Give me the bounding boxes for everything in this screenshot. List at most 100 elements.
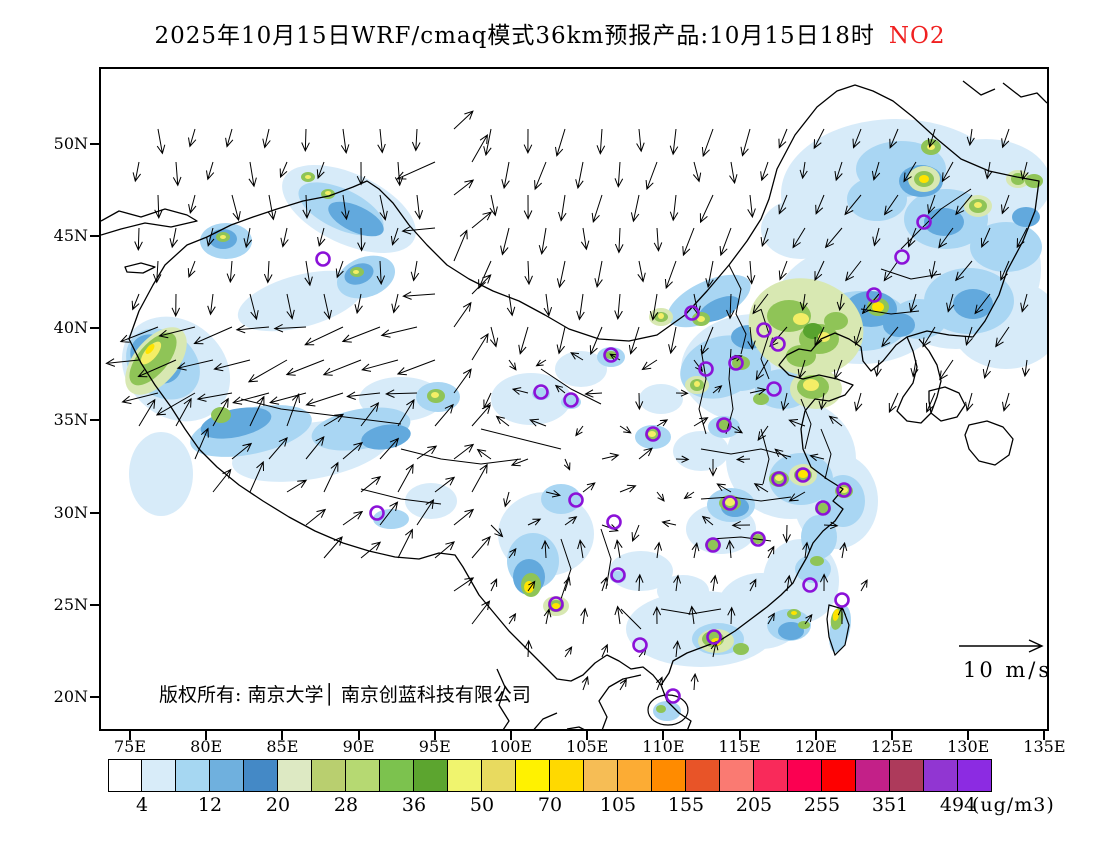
coastline <box>496 668 510 734</box>
concentration-contour <box>129 432 193 516</box>
colorbar-cell <box>210 759 244 792</box>
pollutant-label: NO2 <box>888 23 946 49</box>
city-marker <box>665 688 681 704</box>
concentration-contour <box>786 345 816 367</box>
province-border <box>760 308 770 380</box>
lat-tick-label: 25N <box>53 595 88 614</box>
concentration-contour <box>353 270 359 274</box>
province-border <box>820 428 832 480</box>
concentration-contour <box>725 498 735 506</box>
lon-tick-mark <box>1043 731 1046 740</box>
coastline <box>566 726 592 734</box>
city-marker <box>894 249 910 265</box>
lon-tick-mark <box>586 731 589 740</box>
colorbar-cell <box>176 759 210 792</box>
lat-tick-label: 20N <box>53 687 88 706</box>
concentration-contour <box>552 603 560 609</box>
lon-tick-label: 100E <box>489 737 533 756</box>
province-border <box>620 608 642 630</box>
city-marker <box>802 577 818 593</box>
province-border <box>860 308 920 315</box>
coastline <box>100 208 198 236</box>
lat-tick-mark <box>90 143 99 145</box>
city-marker <box>916 214 932 230</box>
lon-tick-label: 115E <box>718 737 761 756</box>
city-marker <box>770 336 786 352</box>
lon-tick-label: 80E <box>190 737 223 756</box>
lon-tick-mark <box>967 731 970 740</box>
province-border <box>600 528 612 590</box>
concentration-contour <box>325 191 331 195</box>
concentration-contour <box>328 201 384 237</box>
colorbar-cell <box>788 759 822 792</box>
lon-tick-mark <box>738 731 741 740</box>
colorbar-cell <box>720 759 754 792</box>
concentration-contour <box>798 621 810 629</box>
wind-reference-label: 10 m/s <box>963 658 1047 682</box>
lon-tick-label: 90E <box>342 737 375 756</box>
colorbar-cell <box>890 759 924 792</box>
lat-tick-mark <box>90 696 99 698</box>
colorbar-value-label: 155 <box>667 794 705 816</box>
concentration-contour <box>872 302 884 312</box>
city-marker <box>645 426 661 442</box>
concentration-contour <box>810 556 824 566</box>
lat-tick-mark <box>90 235 99 237</box>
lon-tick-label: 135E <box>1023 737 1066 756</box>
colorbar-cell <box>652 759 686 792</box>
city-marker <box>834 592 850 608</box>
colorbar-value-label: 105 <box>599 794 637 816</box>
concentration-contour <box>237 270 365 332</box>
wind-vectors <box>105 110 1030 691</box>
city-marker <box>722 495 738 511</box>
city-marker <box>771 471 787 487</box>
coastline <box>1002 82 1048 104</box>
colorbar-cell <box>346 759 380 792</box>
title-text: 2025年10月15日WRF/cmaq模式36km预报产品:10月15日18时 <box>154 23 875 49</box>
concentration-contour <box>140 341 162 365</box>
concentration-contour <box>924 208 964 236</box>
page-title: 2025年10月15日WRF/cmaq模式36km预报产品:10月15日18时 N… <box>0 16 1100 50</box>
lon-tick-mark <box>205 731 208 740</box>
city-marker <box>750 531 766 547</box>
colorbar-value-label: 36 <box>401 794 427 816</box>
lat-tick-label: 30N <box>53 503 88 522</box>
city-marker <box>866 287 882 303</box>
concentration-contour <box>609 551 673 591</box>
city-marker <box>705 537 721 553</box>
concentration-contour <box>801 515 837 559</box>
lon-tick-mark <box>281 731 284 740</box>
province-border <box>240 398 402 425</box>
colorbar-value-label: 50 <box>469 794 495 816</box>
concentration-contour <box>524 581 534 593</box>
lon-tick-label: 95E <box>418 737 451 756</box>
concentration-contour <box>778 622 804 640</box>
province-border <box>710 536 772 542</box>
city-marker <box>706 629 722 645</box>
city-marker <box>610 567 626 583</box>
lon-tick-label: 105E <box>566 737 609 756</box>
colorbar-cell <box>686 759 720 792</box>
concentration-contour <box>821 475 865 527</box>
lon-tick-mark <box>662 731 665 740</box>
concentration-contour <box>698 296 740 322</box>
lon-tick-label: 110E <box>642 737 685 756</box>
colorbar-value-label: 351 <box>871 794 909 816</box>
coastline <box>896 336 942 424</box>
city-marker <box>684 305 700 321</box>
coastline <box>128 84 1040 686</box>
lon-tick-mark <box>129 731 131 740</box>
city-marker <box>603 347 619 363</box>
city-marker <box>369 505 385 521</box>
lon-tick-label: 85E <box>266 737 299 756</box>
colorbar-value-label: 255 <box>803 794 841 816</box>
lat-tick-label: 50N <box>53 134 88 153</box>
colorbar-cell <box>924 759 958 792</box>
concentration-contour <box>639 384 683 414</box>
lat-tick-label: 40N <box>53 318 88 337</box>
concentration-contour <box>733 643 749 655</box>
concentration-contour <box>697 316 705 322</box>
colorbar-value-label: 4 <box>135 794 149 816</box>
lat-tick-mark <box>90 327 99 329</box>
